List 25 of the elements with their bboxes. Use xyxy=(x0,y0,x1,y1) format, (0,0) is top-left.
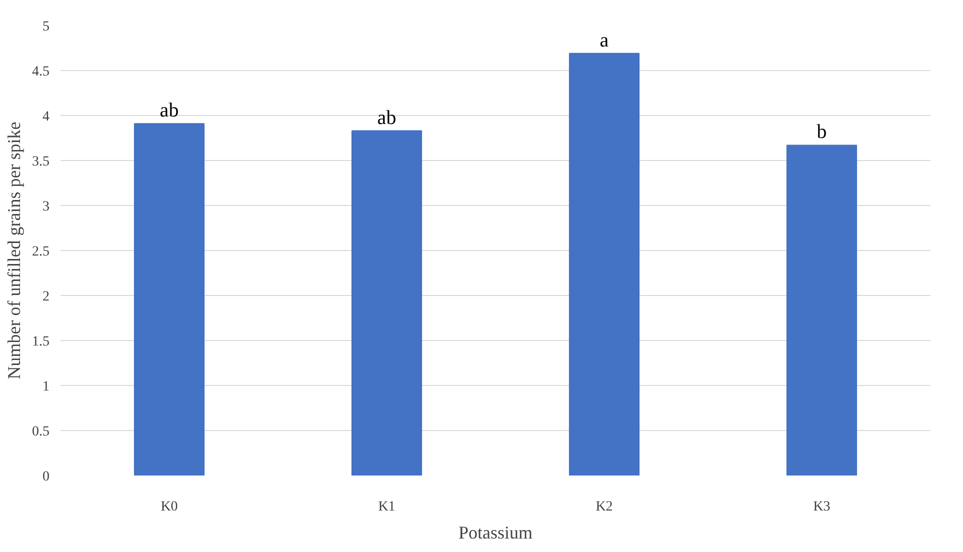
bar xyxy=(786,144,858,476)
annotation: b xyxy=(816,121,827,144)
annotation: ab xyxy=(160,100,179,122)
x-axis-title: Potassium xyxy=(458,522,533,542)
y-tick-label: 0 xyxy=(42,470,50,484)
y-tick-label: 2.5 xyxy=(32,244,50,260)
annotation: a xyxy=(600,29,609,52)
y-tick-label: 1.5 xyxy=(32,334,50,350)
y-tick-label: 1 xyxy=(42,380,50,394)
x-tick-label: K2 xyxy=(596,500,613,514)
y-tick-label: 3 xyxy=(42,200,50,214)
x-tick-label: K0 xyxy=(160,500,178,514)
bar xyxy=(134,123,205,476)
x-tick-label: K1 xyxy=(378,500,396,514)
y-tick-label: 5 xyxy=(42,20,50,34)
annotation: ab xyxy=(377,106,396,129)
y-tick-label: 4.5 xyxy=(32,64,50,80)
y-tick-label: 2 xyxy=(42,290,50,304)
bar xyxy=(568,52,640,476)
y-tick-label: 4 xyxy=(42,110,50,124)
y-tick-label: 0.5 xyxy=(32,424,50,440)
x-tick-label: K3 xyxy=(813,500,830,514)
bar xyxy=(351,130,422,476)
y-tick-label: 3.5 xyxy=(32,154,50,170)
y-axis-title: Number of unfilled grains per spike xyxy=(4,122,24,380)
